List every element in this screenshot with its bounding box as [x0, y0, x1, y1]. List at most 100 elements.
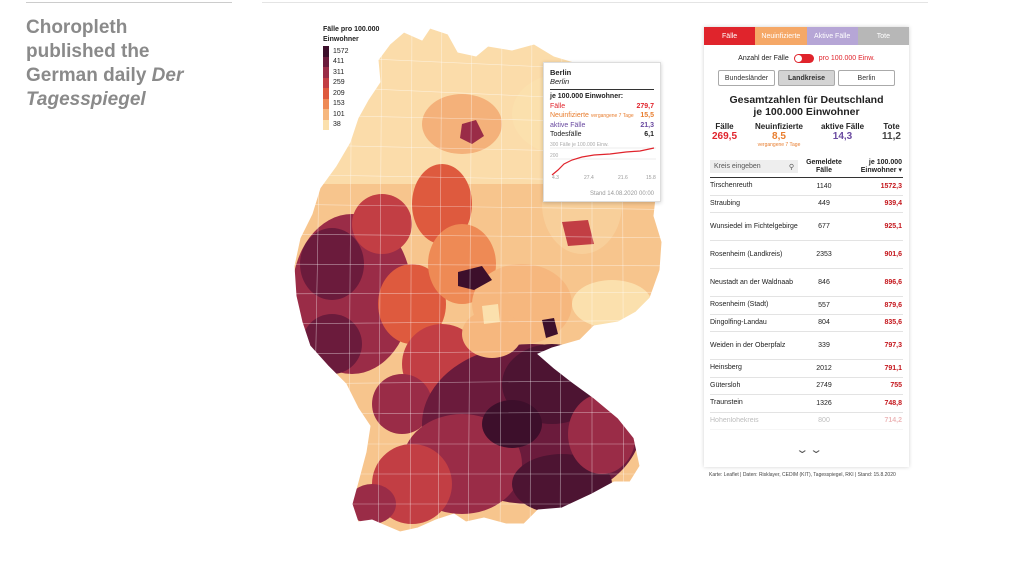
tooltip-value: 279,7: [636, 103, 654, 110]
table-row[interactable]: Tirschenreuth 1140 1572,3: [710, 178, 903, 196]
chevron-down-icon[interactable]: ⌄⌄: [795, 444, 824, 456]
district-cases: 557: [818, 301, 830, 309]
district-per-capita: 797,3: [884, 342, 902, 349]
region-tooltip: Berlin Berlin je 100.000 Einwohner: Fäll…: [543, 62, 661, 202]
legend-label: 38: [333, 121, 341, 129]
district-cases: 677: [818, 223, 830, 230]
total-label: Tote: [883, 122, 900, 131]
tooltip-region-name: Berlin: [550, 68, 572, 77]
legend-item: 1572: [323, 46, 403, 57]
map-credit: Karte: Leaflet | Daten: Risklayer, CEDIM…: [709, 472, 896, 478]
tooltip-row-faelle: Fälle 279,7: [550, 102, 654, 111]
table-row[interactable]: Gütersloh 2749 755: [710, 378, 903, 395]
district-per-capita: 939,4: [884, 200, 902, 208]
metric-tabs: Fälle Neuinfizierte Aktive Fälle Tote: [704, 27, 909, 45]
legend-item: 209: [323, 88, 403, 99]
district-per-capita: 879,6: [884, 301, 902, 309]
tab-faelle[interactable]: Fälle: [704, 27, 756, 45]
sparkline-mid-label: 200: [550, 153, 559, 159]
table-row[interactable]: Hohenlohekreis 800 714,2: [710, 413, 903, 430]
tooltip-label: Fälle: [550, 103, 566, 110]
sparkline-tick: 27.4: [584, 175, 594, 181]
tab-aktive-faelle[interactable]: Aktive Fälle: [806, 27, 858, 45]
col-header-cases[interactable]: Gemeldete Fälle: [806, 158, 842, 174]
table-row[interactable]: Rosenheim (Stadt) 557 879,6: [710, 297, 903, 315]
table-header: Kreis eingeben ⚲ Gemeldete Fälle je 100.0…: [710, 156, 903, 178]
tooltip-sparkline: 300 Fälle je 100.000 Einw. 200 4.3 27.4 …: [550, 142, 656, 182]
table-row[interactable]: Neustadt an der Waldnaab 846 896,6: [710, 269, 903, 297]
district-per-capita: 755: [890, 382, 902, 390]
district-per-capita: 714,2: [884, 417, 902, 425]
district-cases: 339: [818, 342, 830, 349]
district-cases: 1140: [816, 182, 832, 190]
legend-label: 153: [333, 100, 345, 108]
caption-text: German daily: [26, 65, 152, 86]
district-cases: 1326: [816, 399, 832, 407]
district-per-capita: 901,6: [884, 251, 902, 258]
district-cases: 804: [818, 319, 830, 327]
district-per-capita: 1572,3: [880, 182, 902, 190]
legend-swatch: [323, 77, 329, 88]
tooltip-value: 6,1: [644, 131, 654, 138]
sparkline-label: 300 Fälle je 100.000 Einw.: [550, 142, 609, 148]
district-search-input[interactable]: Kreis eingeben ⚲: [710, 160, 798, 173]
district-cases: 800: [818, 417, 830, 425]
tab-tote[interactable]: Tote: [857, 27, 909, 45]
total-label: aktive Fälle: [820, 122, 865, 131]
total-stat: Fälle 269,5: [712, 122, 737, 148]
district-name: Weiden in der Oberpfalz: [710, 341, 786, 349]
table-row[interactable]: Traunstein 1326 748,8: [710, 395, 903, 413]
seg-bundeslaender-button[interactable]: Bundesländer: [718, 70, 775, 86]
district-cases: 449: [818, 200, 830, 208]
legend-item: 411: [323, 56, 403, 67]
top-rule: [26, 2, 232, 3]
tooltip-label: Neuinfizierte: [550, 112, 589, 119]
tooltip-row-tod: Todesfälle 6,1: [550, 130, 654, 139]
toggle-knob: [794, 55, 802, 62]
sparkline-tick: 21.6: [618, 175, 628, 181]
table-row[interactable]: Weiden in der Oberpfalz 339 797,3: [710, 332, 903, 360]
district-per-capita: 925,1: [884, 223, 902, 230]
sparkline-tick: 4.3: [552, 175, 559, 181]
legend-label: 411: [333, 58, 345, 66]
search-placeholder: Kreis eingeben: [714, 163, 761, 170]
district-per-capita: 835,6: [884, 319, 902, 327]
tooltip-value: 15,5: [640, 112, 654, 119]
legend-swatch: [323, 88, 329, 99]
tooltip-timestamp: Stand 14.08.2020 00:00: [589, 191, 654, 197]
legend-label: 101: [333, 110, 345, 118]
district-name: Hohenlohekreis: [710, 416, 759, 424]
district-name: Straubing: [710, 199, 740, 207]
legend-swatch: [323, 119, 329, 130]
legend-swatch: [323, 98, 329, 109]
sparkline-line: [551, 147, 655, 176]
district-name: Heinsberg: [710, 364, 742, 372]
table-row[interactable]: Straubing 449 939,4: [710, 196, 903, 213]
toggle-label-per-capita: pro 100.000 Einw.: [818, 55, 875, 62]
totals-grid: Fälle 269,5 Neuinfizierte 8,5 vergangene 7 T…: [704, 122, 909, 148]
search-icon: ⚲: [788, 163, 794, 171]
legend-item: 259: [323, 77, 403, 88]
total-value: 11,2: [882, 131, 901, 142]
caption-emphasis: Tagesspiegel: [26, 89, 146, 110]
sparkline-svg: [550, 147, 656, 176]
tooltip-value: 21,3: [640, 122, 654, 129]
table-row[interactable]: Heinsberg 2012 791,1: [710, 360, 903, 378]
slide-caption: Choropleth published the German daily De…: [26, 16, 236, 112]
legend-title: Einwohner: [323, 36, 359, 43]
tab-neuinfizierte[interactable]: Neuinfizierte: [755, 27, 807, 45]
district-name: Rosenheim (Landkreis): [710, 250, 783, 258]
seg-landkreise-button[interactable]: Landkreise: [778, 70, 835, 86]
sparkline-tick: 15.8: [646, 175, 656, 181]
table-row[interactable]: Wunsiedel im Fichtelgebirge 677 925,1: [710, 213, 903, 241]
table-row[interactable]: Dingolfing-Landau 804 835,6: [710, 315, 903, 332]
col-header-per-capita[interactable]: je 100.000 Einwohner ▾: [860, 158, 902, 174]
seg-berlin-button[interactable]: Berlin: [838, 70, 895, 86]
unit-toggle-switch[interactable]: [793, 54, 814, 63]
district-borders: [294, 28, 662, 532]
legend-item: 311: [323, 67, 403, 78]
table-row[interactable]: Rosenheim (Landkreis) 2353 901,6: [710, 241, 903, 269]
caption-line: Choropleth: [26, 17, 128, 38]
district-cases: 846: [818, 279, 830, 286]
district-name: Neustadt an der Waldnaab: [710, 278, 794, 286]
